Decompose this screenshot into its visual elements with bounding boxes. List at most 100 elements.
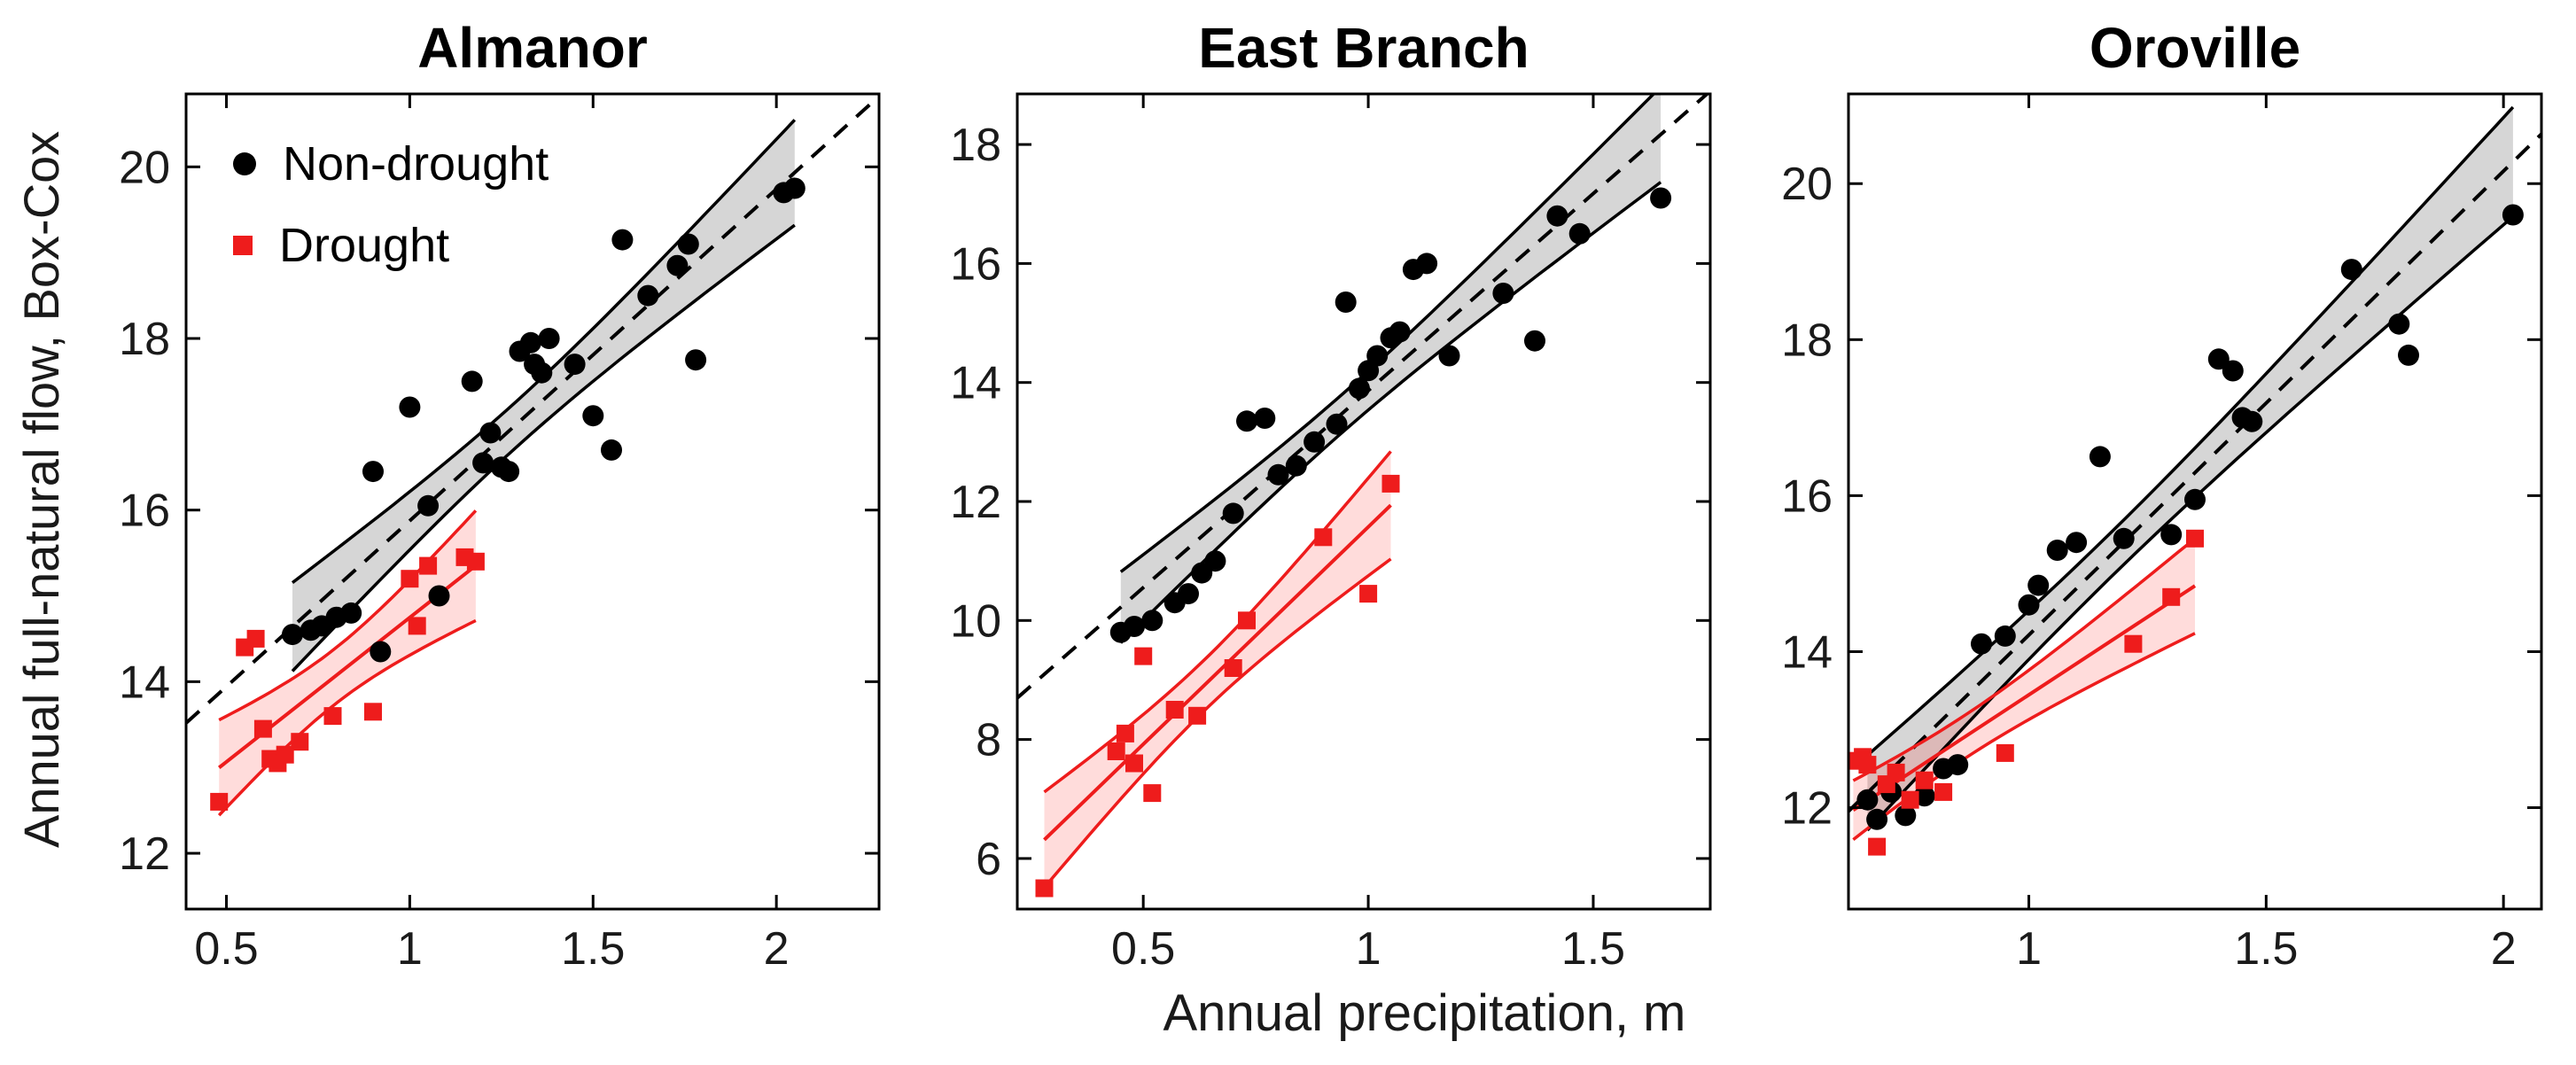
data-point — [2207, 348, 2230, 370]
data-point — [408, 617, 426, 635]
data-point — [1524, 330, 1545, 352]
x-tick-label: 2 — [2491, 923, 2517, 975]
data-point — [1359, 585, 1378, 603]
x-tick-label: 1.5 — [561, 923, 625, 975]
oroville-scatter-plot: 1 1.5 2 12 14 16 18 20 — [1781, 92, 2543, 975]
data-point — [685, 349, 707, 371]
data-point — [611, 229, 634, 251]
data-point — [2162, 587, 2181, 606]
x-axis-label: Annual precipitation, m — [1163, 984, 1686, 1042]
plot-wrap-east-branch: 0.5 1 1.5 6 8 10 12 14 16 18 — [918, 85, 1716, 980]
data-point — [531, 361, 553, 384]
data-point — [472, 452, 494, 474]
data-point — [2184, 488, 2206, 510]
data-point — [1267, 463, 1289, 486]
drought-fit-line — [1852, 584, 2197, 812]
y-tick-label: 12 — [119, 828, 170, 880]
panel-almanor: Almanor 0.5 1 1.5 2 12 14 16 18 20 Non-drought D… — [87, 11, 884, 980]
plot-area — [1017, 94, 1710, 898]
data-point — [1254, 408, 1276, 429]
x-tick-label: 1.5 — [2234, 923, 2298, 975]
data-point — [417, 494, 440, 517]
data-point — [1035, 879, 1054, 898]
data-point — [2398, 344, 2419, 366]
data-point — [1116, 724, 1134, 742]
data-point — [1546, 205, 1568, 227]
data-point — [1858, 756, 1877, 774]
data-point — [1285, 455, 1307, 477]
x-tick-label: 2 — [764, 923, 790, 975]
y-tick-label: 14 — [950, 358, 1001, 409]
data-point — [340, 602, 362, 624]
data-point — [1188, 706, 1207, 725]
drought-band-upper-edge — [1043, 450, 1392, 794]
data-point — [1868, 837, 1887, 856]
data-point — [246, 629, 265, 648]
data-point — [479, 422, 502, 444]
data-point — [1915, 771, 1934, 789]
y-tick-label: 10 — [950, 595, 1001, 647]
drought-confidence-band — [1044, 451, 1391, 888]
data-point — [1856, 789, 1879, 811]
legend-item-drought: Drought — [233, 218, 549, 273]
data-point — [466, 552, 485, 571]
data-point — [2241, 410, 2263, 432]
y-axis-label: Annual full-natural flow, Box-Cox — [13, 130, 69, 848]
data-point — [419, 556, 438, 575]
data-point — [362, 461, 384, 483]
x-tick-label: 0.5 — [194, 923, 258, 975]
data-point — [1238, 611, 1256, 630]
data-point — [1895, 805, 1917, 827]
data-point — [601, 439, 622, 461]
axes-box — [1847, 92, 2543, 911]
y-tick-label: 6 — [976, 834, 1001, 885]
drought-points — [1848, 529, 2204, 856]
data-point — [1165, 701, 1184, 719]
data-point — [1143, 784, 1162, 803]
non-drought-confidence-band — [1120, 94, 1662, 643]
drought-fit-line — [1043, 503, 1392, 842]
data-point — [1314, 528, 1333, 547]
data-point — [1887, 763, 1905, 781]
data-point — [1107, 742, 1125, 760]
y-tick-label: 12 — [950, 477, 1001, 528]
data-point — [2160, 524, 2183, 546]
axes-box — [184, 92, 881, 911]
east-branch-scatter-plot: 0.5 1 1.5 6 8 10 12 14 16 18 — [950, 92, 1712, 975]
non-drought-band-lower-edge — [291, 223, 796, 672]
non-drought-fit-line — [1848, 132, 2541, 813]
data-point — [666, 254, 689, 276]
data-point — [1125, 754, 1143, 773]
data-point — [323, 707, 342, 726]
panel-title-oroville: Oroville — [2089, 16, 2301, 80]
y-tick-label: 20 — [119, 142, 170, 193]
data-point — [498, 461, 520, 483]
data-point — [2124, 634, 2143, 653]
x-tick-label: 1 — [397, 923, 423, 975]
data-point — [1996, 743, 2014, 762]
data-point — [1134, 647, 1153, 665]
data-point — [783, 177, 805, 199]
data-point — [677, 233, 699, 255]
non-drought-points — [282, 177, 805, 663]
non-drought-marker-icon — [233, 152, 256, 175]
data-point — [538, 328, 560, 349]
y-tick-label: 16 — [950, 238, 1001, 290]
drought-band-upper-edge — [1852, 537, 2197, 782]
data-point — [1381, 474, 1400, 493]
legend-label-drought: Drought — [279, 219, 450, 272]
panels-column: Almanor 0.5 1 1.5 2 12 14 16 18 20 Non-drought D… — [78, 11, 2576, 1043]
panels-row: Almanor 0.5 1 1.5 2 12 14 16 18 20 Non-drought D… — [87, 11, 2576, 980]
data-point — [1304, 431, 1326, 453]
drought-points — [210, 548, 485, 811]
data-point — [2340, 259, 2362, 281]
data-point — [1866, 808, 1888, 830]
y-tick-label: 14 — [1781, 626, 1833, 678]
data-point — [282, 624, 303, 646]
y-tick-label: 16 — [1781, 470, 1833, 522]
data-point — [1650, 187, 1672, 209]
legend-item-non-drought: Non-drought — [233, 136, 549, 191]
non-drought-confidence-band — [1867, 106, 2513, 830]
non-drought-fit-line — [186, 95, 879, 725]
data-point — [1913, 785, 1935, 807]
